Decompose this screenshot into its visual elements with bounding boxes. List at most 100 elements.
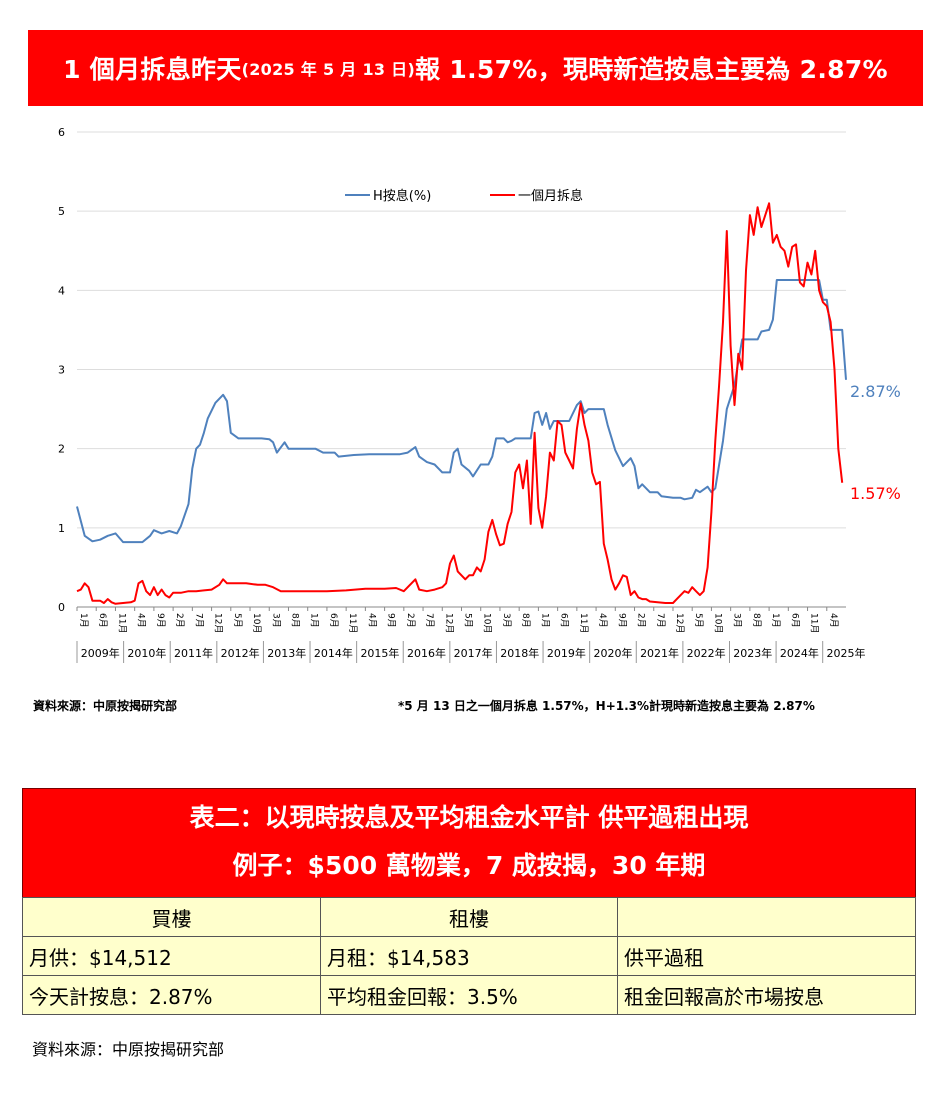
x-axis-ticks: 1月 6月 11月 4月 9月 2月 7月 12月 5月 10月 3月 8月 1月 6月 11月 4月 9月 2月… (76, 607, 866, 663)
legend-h-rate-label: H按息(%) (373, 188, 431, 204)
comparison-table: 表二：以現時按息及平均租金水平計 供平過租出現 例子：$500 萬物業，7 成按… (22, 788, 916, 1015)
x-month-label: 2月 (405, 613, 416, 628)
x-month-label: 4月 (828, 613, 839, 628)
x-month-label: 10月 (712, 613, 723, 633)
x-month-label: 11月 (116, 613, 127, 633)
cell-yield-comment: 租金回報高於市場按息 (617, 975, 916, 1015)
end-label-hibor: 1.57% (850, 484, 901, 503)
x-month-label: 10月 (482, 613, 493, 633)
end-label-h-rate: 2.87% (850, 382, 901, 401)
headline-banner: 1 個月拆息昨天 (2025 年 5 月 13 日) 報 1.57%，現時新造按息主… (28, 30, 923, 106)
x-month-label: 3月 (732, 613, 743, 628)
x-month-label: 5月 (463, 613, 474, 628)
table-title-line2: 例子：$500 萬物業，7 成按揭，30 年期 (232, 851, 706, 880)
chart-source: 資料來源：中原按揭研究部 (33, 699, 178, 713)
x-month-label: 8月 (289, 613, 300, 628)
y-axis-ticks: 0 1 2 3 4 5 6 (58, 126, 65, 614)
header-buy: 買樓 (22, 897, 321, 937)
cell-mortgage-rate: 今天計按息：2.87% (22, 975, 321, 1015)
x-month-label: 12月 (443, 613, 454, 633)
y-tick-label: 6 (58, 126, 65, 139)
x-month-label: 12月 (213, 613, 224, 633)
x-month-label: 4月 (136, 613, 147, 628)
x-year-label: 2021年 (640, 646, 679, 660)
y-tick-label: 1 (58, 522, 65, 535)
x-month-label: 9月 (616, 613, 627, 628)
cell-monthly-payment: 月供：$14,512 (22, 936, 321, 976)
x-month-label: 11月 (809, 613, 820, 633)
x-month-label: 1月 (78, 613, 89, 628)
cell-rental-yield: 平均租金回報：3.5% (320, 975, 618, 1015)
x-year-label: 2009年 (81, 646, 120, 660)
table-body: 買樓 租樓 月供：$14,512 月租：$14,583 供平過租 今天計按息：2… (22, 897, 916, 1015)
x-month-label: 7月 (424, 613, 435, 628)
x-month-label: 7月 (193, 613, 204, 628)
x-month-label: 8月 (751, 613, 762, 628)
x-month-label: 5月 (693, 613, 704, 628)
y-tick-label: 0 (58, 601, 65, 614)
x-month-label: 9月 (155, 613, 166, 628)
x-year-label: 2011年 (174, 646, 213, 660)
x-month-label: 12月 (674, 613, 685, 633)
x-year-label: 2017年 (454, 646, 493, 660)
x-year-label: 2019年 (547, 646, 586, 660)
x-month-label: 8月 (520, 613, 531, 628)
x-month-label: 7月 (655, 613, 666, 628)
x-month-label: 9月 (386, 613, 397, 628)
y-tick-label: 2 (58, 443, 65, 456)
x-month-label: 6月 (789, 613, 800, 628)
x-month-label: 3月 (501, 613, 512, 628)
chart-footnote: *5 月 13 日之一個月拆息 1.57%，H+1.3%計現時新造按息主要為 2… (398, 699, 815, 713)
x-year-label: 2010年 (127, 646, 166, 660)
x-month-label: 6月 (559, 613, 570, 628)
x-year-label: 2015年 (360, 646, 399, 660)
x-month-label: 4月 (366, 613, 377, 628)
chart-legend: H按息(%) 一個月拆息 (345, 188, 583, 204)
grid-lines (77, 131, 846, 608)
table-title-line1: 表二：以現時按息及平均租金水平計 供平過租出現 (189, 803, 749, 832)
x-year-label: 2013年 (267, 646, 306, 660)
x-month-label: 2月 (636, 613, 647, 628)
y-tick-label: 4 (58, 284, 65, 297)
y-tick-label: 3 (58, 364, 65, 377)
x-month-label: 5月 (232, 613, 243, 628)
x-year-label: 2018年 (500, 646, 539, 660)
table-row: 月供：$14,512 月租：$14,583 供平過租 (22, 936, 916, 976)
legend-hibor-label: 一個月拆息 (518, 188, 583, 204)
headline-part2: 報 1.57%，現時新造按息主要為 2.87% (415, 55, 888, 84)
y-tick-label: 5 (58, 205, 65, 218)
table-title: 表二：以現時按息及平均租金水平計 供平過租出現 例子：$500 萬物業，7 成按… (22, 788, 916, 897)
x-month-label: 6月 (97, 613, 108, 628)
table-row: 今天計按息：2.87% 平均租金回報：3.5% 租金回報高於市場按息 (22, 975, 916, 1015)
cell-monthly-rent: 月租：$14,583 (320, 936, 618, 976)
x-year-label: 2023年 (733, 646, 772, 660)
x-month-label: 2月 (174, 613, 185, 628)
header-empty (617, 897, 916, 937)
x-month-label: 11月 (578, 613, 589, 633)
x-year-label: 2025年 (827, 646, 866, 660)
x-year-label: 2020年 (593, 646, 632, 660)
x-year-label: 2024年 (780, 646, 819, 660)
x-month-label: 3月 (270, 613, 281, 628)
x-month-label: 1月 (309, 613, 320, 628)
series-lines (76, 202, 847, 605)
table-source: 資料來源：中原按揭研究部 (32, 1040, 225, 1059)
x-month-label: 1月 (539, 613, 550, 628)
x-year-label: 2014年 (314, 646, 353, 660)
hibor-line (76, 202, 844, 605)
x-month-label: 6月 (328, 613, 339, 628)
x-year-label: 2022年 (687, 646, 726, 660)
h-rate-line (76, 279, 847, 544)
x-month-label: 4月 (597, 613, 608, 628)
headline-part1: 1 個月拆息昨天 (63, 55, 242, 84)
headline-date: (2025 年 5 月 13 日) (241, 60, 416, 79)
x-month-label: 10月 (251, 613, 262, 633)
x-year-label: 2016年 (407, 646, 446, 660)
x-year-label: 2012年 (221, 646, 260, 660)
x-month-label: 11月 (347, 613, 358, 633)
cell-conclusion: 供平過租 (617, 936, 916, 976)
header-rent: 租樓 (320, 897, 618, 937)
x-month-label: 1月 (770, 613, 781, 628)
table-header-row: 買樓 租樓 (22, 897, 916, 937)
